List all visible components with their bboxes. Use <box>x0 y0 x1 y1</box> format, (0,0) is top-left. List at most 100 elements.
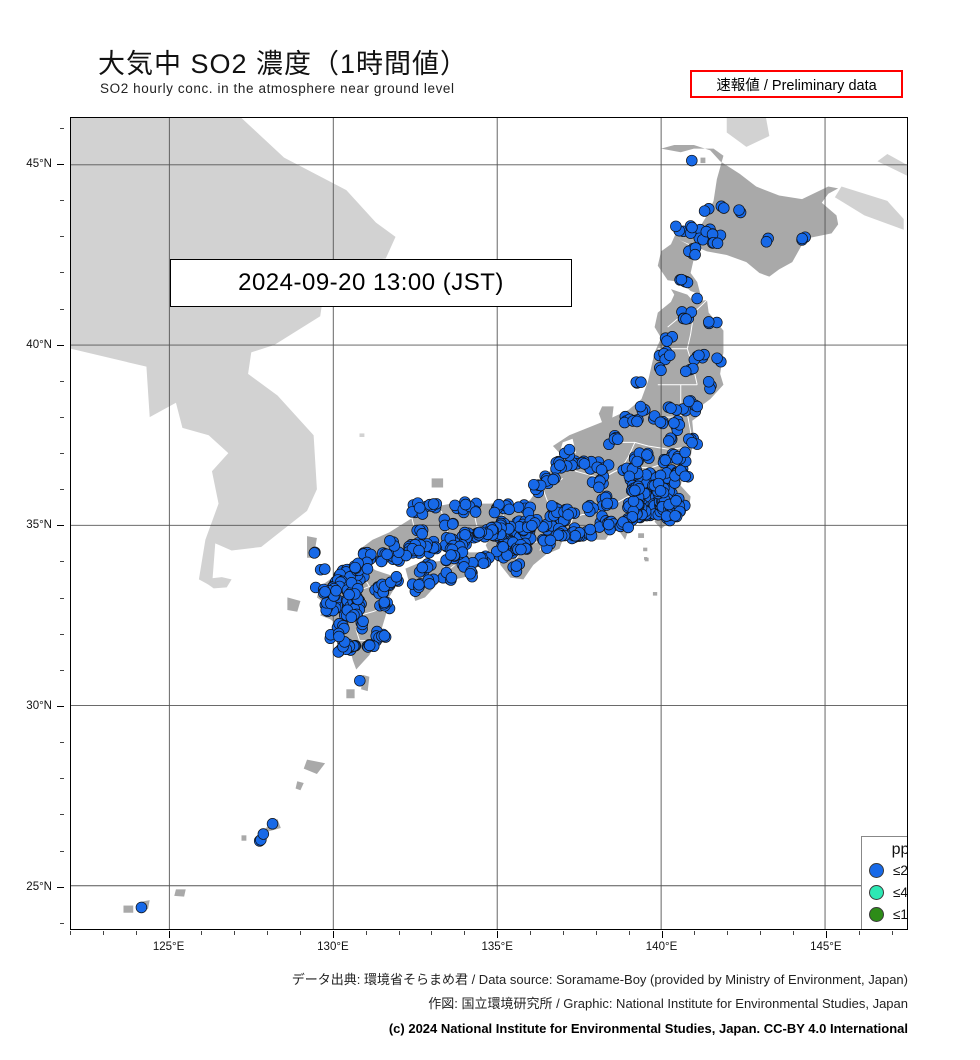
station-marker[interactable] <box>526 519 538 532</box>
station-marker[interactable] <box>547 473 559 486</box>
station-marker[interactable] <box>512 501 525 513</box>
station-marker[interactable] <box>510 560 523 572</box>
station-marker[interactable] <box>581 501 594 513</box>
station-marker[interactable] <box>357 615 369 627</box>
station-marker[interactable] <box>361 563 374 575</box>
station-marker[interactable] <box>384 535 396 547</box>
station-marker[interactable] <box>711 237 724 250</box>
station-marker[interactable] <box>257 828 270 840</box>
station-marker[interactable] <box>333 630 345 643</box>
station-marker[interactable] <box>593 481 605 494</box>
station-marker[interactable] <box>562 509 574 521</box>
station-marker[interactable] <box>546 500 558 512</box>
station-marker[interactable] <box>528 478 540 491</box>
station-marker[interactable] <box>670 495 682 507</box>
station-marker[interactable] <box>654 485 667 497</box>
station-marker[interactable] <box>497 541 509 553</box>
station-marker[interactable] <box>354 674 366 687</box>
station-marker[interactable] <box>659 454 672 466</box>
station-marker[interactable] <box>584 523 596 536</box>
station-marker[interactable] <box>552 529 565 541</box>
station-marker[interactable] <box>427 498 440 510</box>
station-marker[interactable] <box>662 435 675 447</box>
station-marker[interactable] <box>760 236 773 248</box>
station-marker[interactable] <box>679 470 691 483</box>
station-marker[interactable] <box>702 376 715 388</box>
station-marker[interactable] <box>664 349 676 362</box>
station-marker[interactable] <box>661 335 673 347</box>
station-marker[interactable] <box>601 497 613 510</box>
station-marker[interactable] <box>319 586 331 598</box>
station-marker[interactable] <box>345 611 358 624</box>
station-marker[interactable] <box>631 415 643 428</box>
station-marker[interactable] <box>703 316 715 328</box>
station-marker[interactable] <box>544 534 557 547</box>
station-marker[interactable] <box>689 248 701 261</box>
station-marker[interactable] <box>698 205 711 217</box>
station-marker[interactable] <box>363 639 376 652</box>
station-marker[interactable] <box>595 464 608 476</box>
station-marker[interactable] <box>693 349 705 362</box>
station-marker[interactable] <box>631 455 643 468</box>
station-marker[interactable] <box>563 443 576 456</box>
station-marker[interactable] <box>669 510 681 522</box>
station-marker[interactable] <box>680 313 692 325</box>
station-marker[interactable] <box>378 596 391 609</box>
station-marker[interactable] <box>319 563 331 575</box>
station-marker[interactable] <box>629 484 641 497</box>
station-marker[interactable] <box>413 544 425 557</box>
station-marker[interactable] <box>670 220 682 233</box>
station-marker[interactable] <box>446 518 459 530</box>
station-marker[interactable] <box>711 352 723 364</box>
station-marker[interactable] <box>627 495 640 507</box>
station-marker[interactable] <box>611 433 624 445</box>
station-marker[interactable] <box>378 630 391 642</box>
station-marker[interactable] <box>622 521 635 534</box>
station-marker[interactable] <box>679 365 692 378</box>
station-marker[interactable] <box>602 518 615 531</box>
map-plot-area[interactable]: 2024-09-20 13:00 (JST) ppb ≤20 ≤40 ≤100 … <box>70 117 908 930</box>
legend-item-0[interactable]: ≤20 <box>862 859 907 881</box>
station-marker[interactable] <box>445 549 457 561</box>
station-marker[interactable] <box>679 446 691 459</box>
station-marker[interactable] <box>343 588 355 601</box>
station-marker[interactable] <box>423 578 436 590</box>
station-marker[interactable] <box>416 561 428 574</box>
legend-item-3[interactable]: ≤120 <box>862 925 907 929</box>
station-marker[interactable] <box>686 221 698 234</box>
station-marker[interactable] <box>554 459 566 471</box>
station-marker[interactable] <box>266 818 279 830</box>
station-marker[interactable] <box>686 436 698 449</box>
station-marker[interactable] <box>515 543 527 556</box>
station-marker[interactable] <box>330 584 342 597</box>
station-marker[interactable] <box>668 417 680 429</box>
station-marker[interactable] <box>691 400 703 413</box>
station-marker[interactable] <box>416 528 428 540</box>
station-marker[interactable] <box>464 567 476 580</box>
legend-item-2[interactable]: ≤100 <box>862 903 907 925</box>
station-marker[interactable] <box>473 526 485 539</box>
station-marker[interactable] <box>671 453 683 465</box>
station-marker[interactable] <box>686 154 698 167</box>
station-marker[interactable] <box>733 204 745 216</box>
station-marker[interactable] <box>796 232 808 245</box>
station-marker[interactable] <box>665 402 677 414</box>
legend-item-1[interactable]: ≤40 <box>862 881 907 903</box>
station-marker[interactable] <box>641 449 653 461</box>
station-marker[interactable] <box>635 376 647 388</box>
station-marker[interactable] <box>655 364 667 377</box>
station-marker[interactable] <box>445 572 458 584</box>
station-marker[interactable] <box>308 547 321 559</box>
station-marker[interactable] <box>413 502 426 514</box>
station-marker[interactable] <box>691 292 703 305</box>
station-marker[interactable] <box>459 498 472 511</box>
station-marker[interactable] <box>675 273 688 286</box>
station-marker[interactable] <box>634 400 647 413</box>
station-marker[interactable] <box>381 548 393 561</box>
station-marker[interactable] <box>718 202 730 214</box>
station-marker[interactable] <box>477 557 490 570</box>
station-marker[interactable] <box>459 529 471 541</box>
station-marker[interactable] <box>488 506 501 519</box>
station-marker[interactable] <box>349 561 361 574</box>
station-marker[interactable] <box>503 503 515 516</box>
